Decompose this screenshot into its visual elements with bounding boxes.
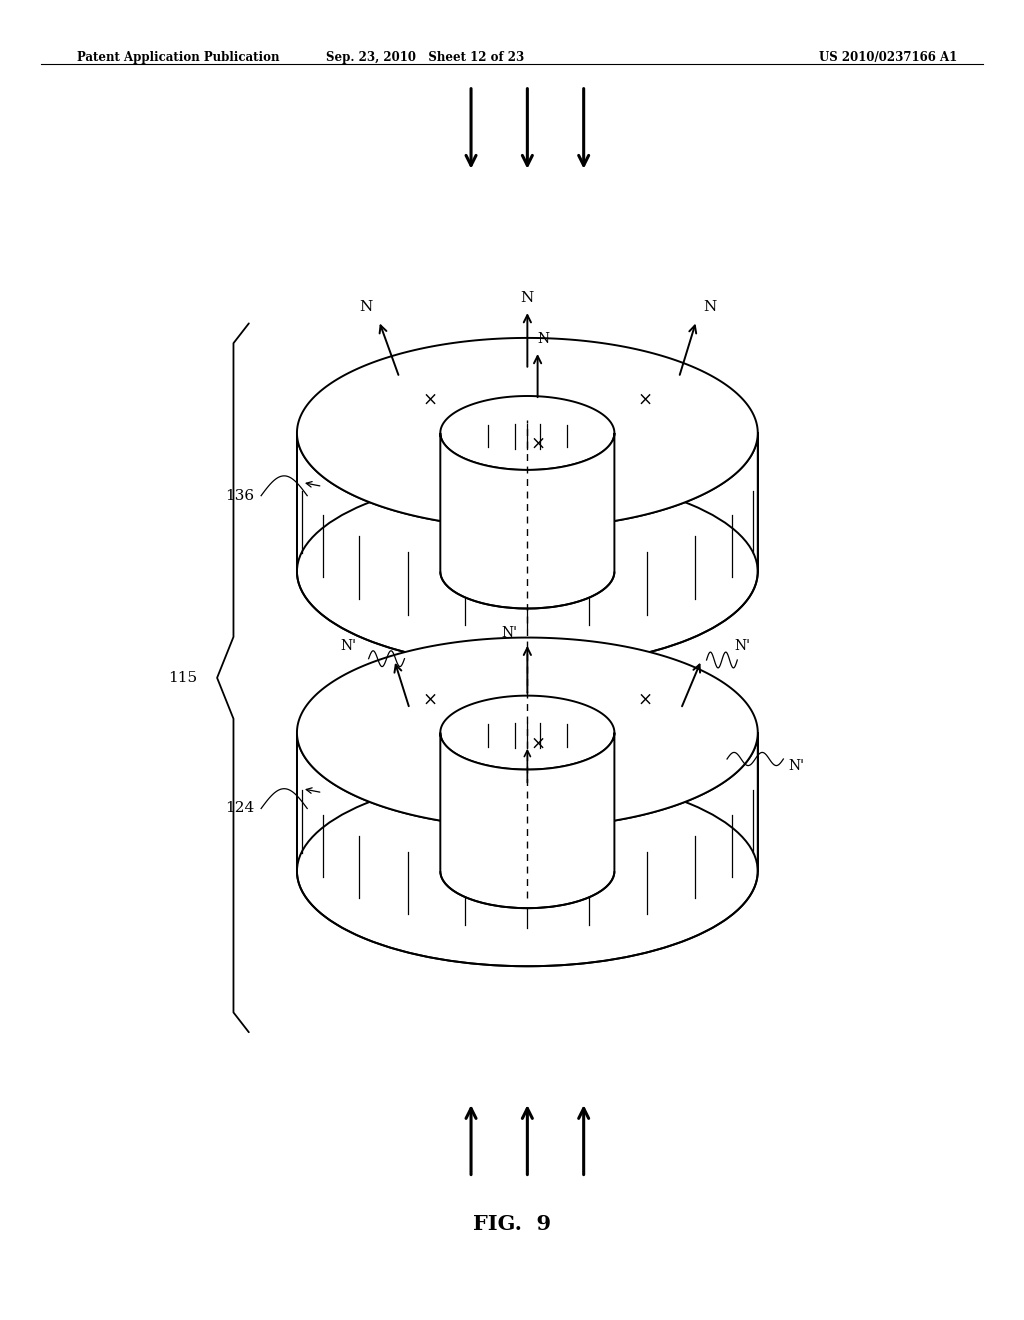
Polygon shape	[440, 696, 614, 770]
Text: ×: ×	[530, 434, 545, 453]
Text: N': N'	[340, 639, 356, 653]
Text: N: N	[538, 331, 550, 346]
Text: 136: 136	[225, 488, 254, 503]
Text: ×: ×	[638, 391, 652, 409]
Text: 124: 124	[224, 801, 254, 816]
Text: FIG.  9: FIG. 9	[473, 1214, 551, 1234]
Text: ×: ×	[423, 391, 437, 409]
Text: N': N'	[501, 626, 517, 640]
Text: N: N	[359, 300, 372, 314]
Text: N': N'	[734, 639, 751, 653]
Polygon shape	[297, 638, 758, 828]
Polygon shape	[440, 733, 614, 908]
Polygon shape	[297, 733, 758, 966]
Text: N: N	[703, 300, 716, 314]
Text: N: N	[521, 290, 534, 305]
Text: ×: ×	[530, 734, 545, 752]
Polygon shape	[297, 338, 758, 528]
Text: ×: ×	[423, 690, 437, 709]
Text: N': N'	[788, 759, 805, 772]
Text: US 2010/0237166 A1: US 2010/0237166 A1	[819, 50, 957, 63]
Text: Patent Application Publication: Patent Application Publication	[77, 50, 280, 63]
Polygon shape	[440, 433, 614, 609]
Polygon shape	[440, 396, 614, 470]
Polygon shape	[297, 433, 758, 667]
Text: Sep. 23, 2010   Sheet 12 of 23: Sep. 23, 2010 Sheet 12 of 23	[326, 50, 524, 63]
Text: ×: ×	[638, 690, 652, 709]
Text: 115: 115	[169, 671, 198, 685]
